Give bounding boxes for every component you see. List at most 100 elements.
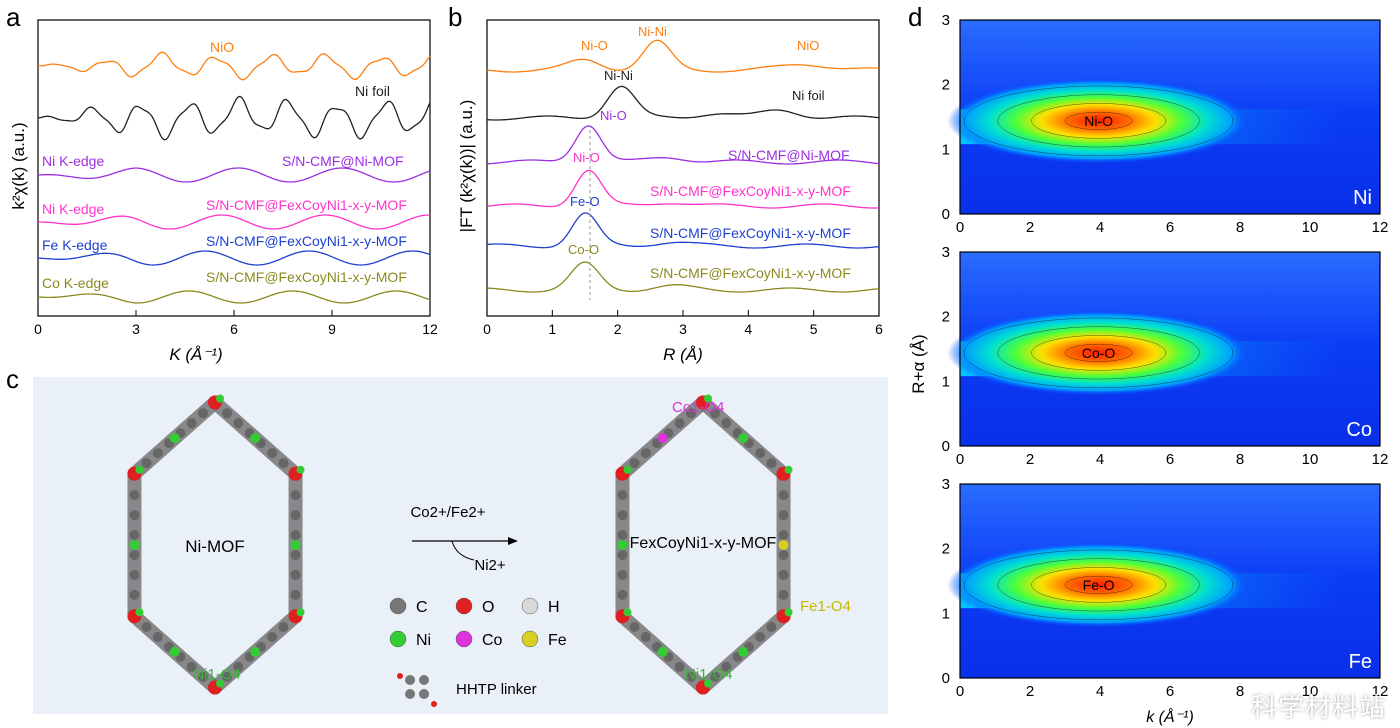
metal-node <box>657 646 668 657</box>
c-arrowhead <box>508 537 518 545</box>
carbon-atom <box>152 448 163 459</box>
linker-oxygen <box>431 701 437 707</box>
ni-atom <box>784 608 793 617</box>
c-co-site: Co1-O4 <box>672 399 725 416</box>
map-frame <box>959 483 1381 679</box>
carbon-atom <box>290 490 301 501</box>
ni-atom <box>135 465 144 474</box>
metal-node <box>169 433 180 444</box>
carbon-atom <box>290 569 301 580</box>
carbon-atom <box>267 631 278 642</box>
carbon-atom <box>186 661 197 672</box>
legend-swatch-o <box>455 597 473 615</box>
map-element-label: Ni <box>1353 187 1372 209</box>
map-xtick-label: 8 <box>1236 683 1244 700</box>
map-xtick-label: 6 <box>1166 219 1174 236</box>
map-contour <box>997 558 1200 612</box>
carbon-atom <box>222 671 233 682</box>
carbon-atom <box>778 490 789 501</box>
b-label-nio-2: Ni-O <box>600 108 627 123</box>
metal-node <box>129 540 140 550</box>
carbon-atom <box>278 458 289 469</box>
panel-b: b 0 1 2 3 4 5 6 Ni-O Ni-Ni NiO Ni-Ni Ni foil N… <box>448 2 883 364</box>
map-xtick-label: 12 <box>1372 219 1389 236</box>
a-curve-1 <box>37 95 431 141</box>
legend-swatch-h <box>521 597 539 615</box>
panel-a-curves <box>37 51 431 304</box>
map-xtick-label: 2 <box>1026 219 1034 236</box>
carbon-atom <box>290 530 301 541</box>
map-hotspot <box>947 542 1250 628</box>
carbon-atom <box>617 569 628 580</box>
carbon-atom <box>129 490 140 501</box>
ni-atom <box>704 679 712 688</box>
a-xtick-label: 6 <box>230 321 238 337</box>
carbon-atom <box>755 631 766 642</box>
a-label-mof2: S/N-CMF@FexCoyNi1-x-y-MOF <box>206 197 407 213</box>
ni-atom <box>704 394 712 403</box>
b-label-nio-ni: Ni-Ni <box>638 24 667 39</box>
a-curve-3 <box>38 214 430 230</box>
a-label-mof1: S/N-CMF@Ni-MOF <box>282 153 404 169</box>
panel-a-letter: a <box>6 2 21 32</box>
a-label-fe-edge: Fe K-edge <box>42 237 108 253</box>
carbon-atom <box>129 589 140 600</box>
carbon-atom <box>290 510 301 521</box>
carbon-atom <box>778 549 789 560</box>
ni-atom <box>216 394 224 403</box>
map-xtick-label: 6 <box>1166 683 1174 700</box>
carbon-atom <box>640 448 651 459</box>
map-xtick-label: 8 <box>1236 219 1244 236</box>
map-element-label: Fe <box>1349 651 1372 673</box>
linker-carbon <box>419 675 429 685</box>
map-ytick-label: 1 <box>942 373 950 390</box>
map-ytick-label: 0 <box>942 206 950 223</box>
map-contour <box>997 326 1200 380</box>
map-frame <box>959 251 1381 447</box>
b-xtick-label: 0 <box>483 321 491 337</box>
metal-node <box>290 540 301 550</box>
metal-node <box>738 433 749 444</box>
carbon-atom <box>278 621 289 632</box>
c-ni-site: Ni1-O4 <box>685 666 733 683</box>
panel-b-ticks: 0 1 2 3 4 5 6 <box>483 310 883 337</box>
legend-swatch-fe <box>521 630 539 648</box>
map-ytick-label: 2 <box>942 541 950 558</box>
legend-label-c: C <box>416 599 428 616</box>
map-ytick-label: 3 <box>942 12 950 29</box>
b-label-nio-3: Ni-O <box>573 150 600 165</box>
map-ytick-label: 1 <box>942 605 950 622</box>
carbon-atom <box>617 490 628 501</box>
carbon-atom <box>617 510 628 521</box>
ni-atom <box>296 465 305 474</box>
linker-carbon <box>405 689 415 699</box>
legend-swatch-ni <box>389 630 407 648</box>
metal-node <box>169 646 180 657</box>
d-xlabel: k (Å⁻¹) <box>1146 707 1194 726</box>
b-xtick-label: 5 <box>810 321 818 337</box>
map-xtick-label: 2 <box>1026 451 1034 468</box>
b-curve-4 <box>486 212 880 249</box>
map-hotspot <box>947 78 1250 164</box>
carbon-atom <box>778 589 789 600</box>
map-ytick-label: 0 <box>942 438 950 455</box>
map-contour <box>963 317 1234 389</box>
mixed-mof-structure <box>615 394 793 695</box>
map-contour <box>1064 575 1133 594</box>
carbon-atom <box>640 631 651 642</box>
carbon-atom <box>197 671 208 682</box>
panel-b-curves <box>486 39 880 293</box>
carbon-atom <box>141 458 152 469</box>
carbon-atom <box>721 418 732 429</box>
map-xtick-label: 0 <box>956 219 964 236</box>
carbon-atom <box>766 621 777 632</box>
b-curve-2 <box>486 125 880 165</box>
a-xtick-label: 0 <box>34 321 42 337</box>
b-label-nio-o: Ni-O <box>581 38 608 53</box>
c-left-site: Ni1-O4 <box>193 666 241 683</box>
panel-d-letter: d <box>908 2 922 32</box>
c-side-arrow <box>451 540 475 561</box>
map-bond-label: Co-O <box>1082 345 1116 361</box>
hhtp-linker-icon <box>397 673 437 707</box>
legend-label-h: H <box>548 599 560 616</box>
